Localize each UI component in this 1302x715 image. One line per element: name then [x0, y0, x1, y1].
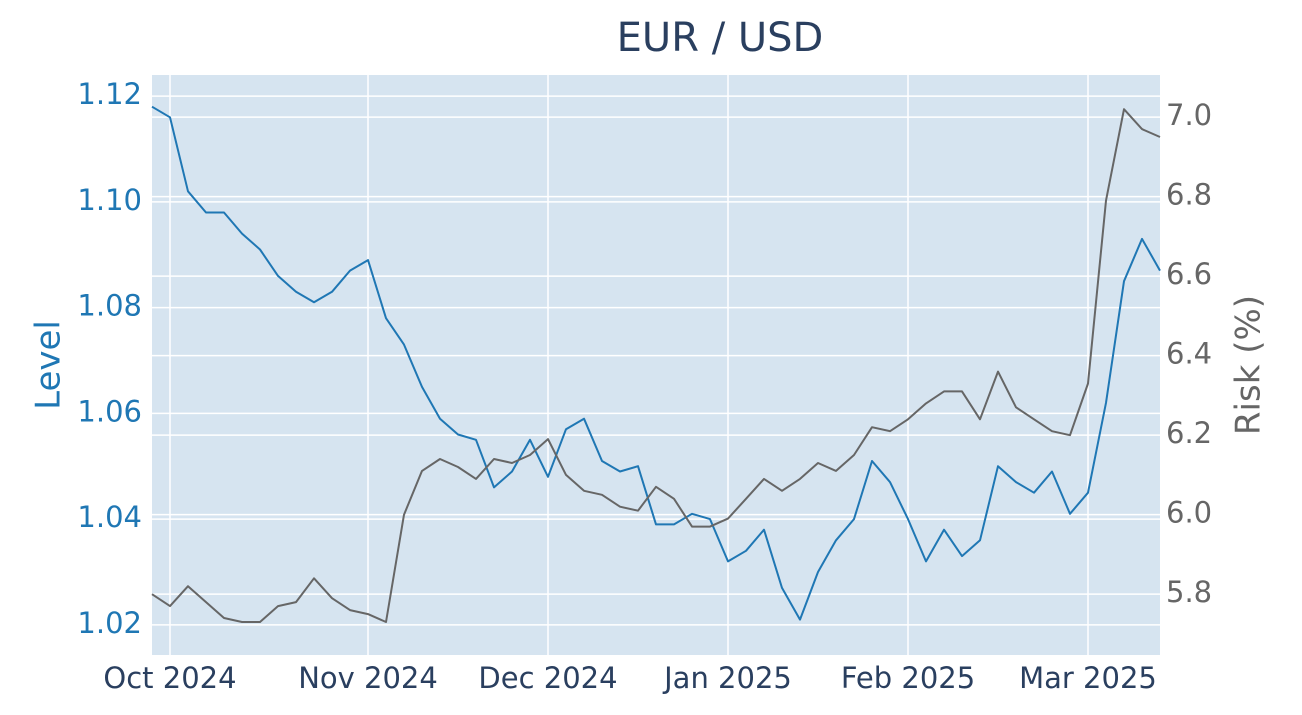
y2-tick-label: 6.2: [1166, 416, 1212, 450]
x-tick-label: Oct 2024: [103, 661, 236, 695]
y-tick-label: 1.12: [77, 77, 142, 111]
x-tick-label: Nov 2024: [298, 661, 438, 695]
line: [151, 108, 1161, 623]
y-tick-label: 1.02: [77, 606, 142, 640]
chart-title: EUR / USD: [617, 15, 824, 61]
y-axis-title: Level: [29, 320, 69, 410]
y2-tick-label: 5.8: [1166, 575, 1212, 609]
line: [151, 105, 1161, 621]
x-tick-label: Mar 2025: [1019, 661, 1157, 695]
x-tick-label: Jan 2025: [662, 661, 792, 695]
y-tick-label: 1.04: [77, 500, 142, 534]
y-tick-label: 1.10: [77, 183, 142, 217]
y-tick-label: 1.08: [77, 289, 142, 323]
y-tick-label: 1.06: [77, 394, 142, 428]
y2-tick-label: 6.4: [1166, 337, 1212, 371]
y2-tick-label: 7.0: [1166, 98, 1212, 132]
x-tick-label: Dec 2024: [478, 661, 617, 695]
y2-tick-label: 6.0: [1166, 496, 1212, 530]
x-tick-label: Feb 2025: [841, 661, 975, 695]
y2-tick-label: 6.8: [1166, 178, 1212, 212]
plot-area: [152, 75, 1160, 655]
y2-axis-title: Risk (%): [1229, 295, 1269, 435]
y2-tick-label: 6.6: [1166, 257, 1212, 291]
